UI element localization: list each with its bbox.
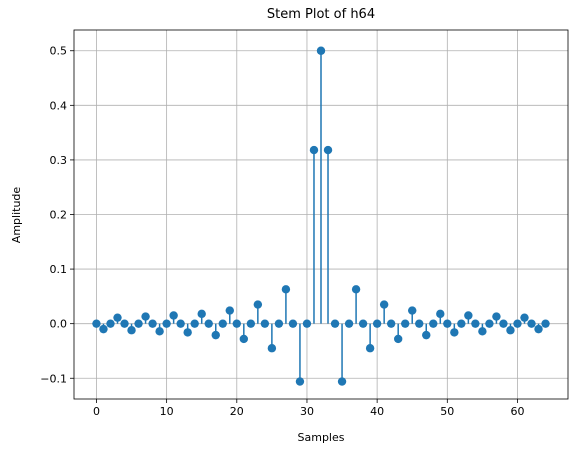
stem-marker: [134, 319, 143, 328]
stem-marker: [513, 319, 522, 328]
stem-marker: [330, 319, 340, 328]
x-tick-label: 20: [230, 405, 244, 418]
stem-marker: [429, 319, 438, 328]
stem-marker: [288, 319, 298, 328]
stem-marker: [281, 285, 291, 294]
stem-marker: [520, 313, 529, 322]
y-tick-label: 0.1: [50, 263, 68, 276]
stem-marker: [141, 312, 150, 321]
x-tick-label: 50: [440, 405, 454, 418]
stem-marker: [457, 319, 466, 328]
stem-marker: [204, 319, 213, 328]
stem-marker: [155, 327, 164, 336]
x-ticks: 0 10 20 30 40 50 60: [93, 399, 524, 418]
stem-marker: [253, 300, 263, 309]
stem-marker: [120, 319, 129, 328]
y-tick-label: −0.1: [40, 372, 67, 385]
stem-marker: [218, 319, 227, 328]
stem-marker: [415, 319, 424, 328]
stem-marker: [323, 145, 333, 155]
stem-marker: [148, 319, 157, 328]
stem-marker: [197, 309, 206, 319]
stem-marker: [506, 326, 515, 335]
stem-marker: [92, 319, 101, 328]
y-tick-label: 0.3: [50, 154, 68, 167]
stem-marker: [127, 326, 136, 335]
stem-marker: [422, 330, 431, 340]
stem-marker: [113, 313, 122, 322]
stem-marker: [295, 377, 305, 386]
y-tick-label: 0.5: [50, 45, 68, 58]
stem-marker: [443, 319, 452, 328]
stem-marker: [408, 306, 417, 315]
y-ticks: −0.1 0.0 0.1 0.2 0.3 0.4 0.5: [40, 45, 74, 385]
y-axis-label: Amplitude: [10, 187, 23, 244]
stem-marker: [358, 319, 368, 328]
y-tick-label: 0.0: [50, 318, 68, 331]
stem-marker: [190, 319, 199, 328]
stem-marker: [372, 319, 382, 328]
stem-marker: [401, 319, 410, 328]
stem-marker: [344, 319, 354, 328]
stem-marker: [176, 319, 185, 328]
stem-marker: [162, 319, 171, 328]
stem-marker: [450, 328, 459, 337]
stem-marker: [436, 309, 445, 319]
x-tick-label: 10: [160, 405, 174, 418]
x-tick-label: 60: [510, 405, 524, 418]
y-tick-label: 0.2: [50, 209, 68, 222]
stem-marker: [239, 334, 249, 344]
stem-marker: [351, 285, 361, 294]
stem-marker: [478, 327, 487, 336]
x-axis-label: Samples: [298, 431, 345, 444]
chart-title: Stem Plot of h64: [267, 7, 375, 22]
x-tick-label: 0: [93, 405, 100, 418]
stem-marker: [499, 319, 508, 328]
stem-marker: [274, 319, 284, 328]
stem-marker: [267, 344, 277, 353]
stem-marker: [183, 328, 192, 337]
stem-marker: [99, 324, 108, 334]
y-tick-label: 0.4: [50, 99, 68, 112]
x-tick-label: 30: [300, 405, 314, 418]
stem-marker: [211, 330, 220, 340]
stem-marker: [316, 46, 326, 55]
stem-marker: [471, 319, 480, 328]
stem-marker: [260, 319, 270, 328]
stem-marker: [337, 377, 347, 386]
stem-marker: [534, 324, 543, 334]
stem-marker: [379, 300, 389, 309]
stem-marker: [485, 319, 494, 328]
stem-marker: [232, 319, 241, 328]
stem-marker: [527, 319, 536, 328]
stem-marker: [302, 319, 312, 328]
stem-marker: [393, 334, 403, 344]
stem-marker: [464, 311, 473, 320]
stem-marker: [386, 319, 396, 328]
stem-marker: [225, 306, 234, 315]
stem-marker: [541, 319, 550, 328]
stem-marker: [309, 145, 319, 155]
stem-marker: [492, 312, 501, 321]
stem-markers: [92, 46, 550, 386]
stem-marker: [246, 319, 256, 328]
stem-marker: [169, 311, 178, 320]
stem-marker: [106, 319, 115, 328]
stem-marker: [365, 344, 375, 353]
x-tick-label: 40: [370, 405, 384, 418]
